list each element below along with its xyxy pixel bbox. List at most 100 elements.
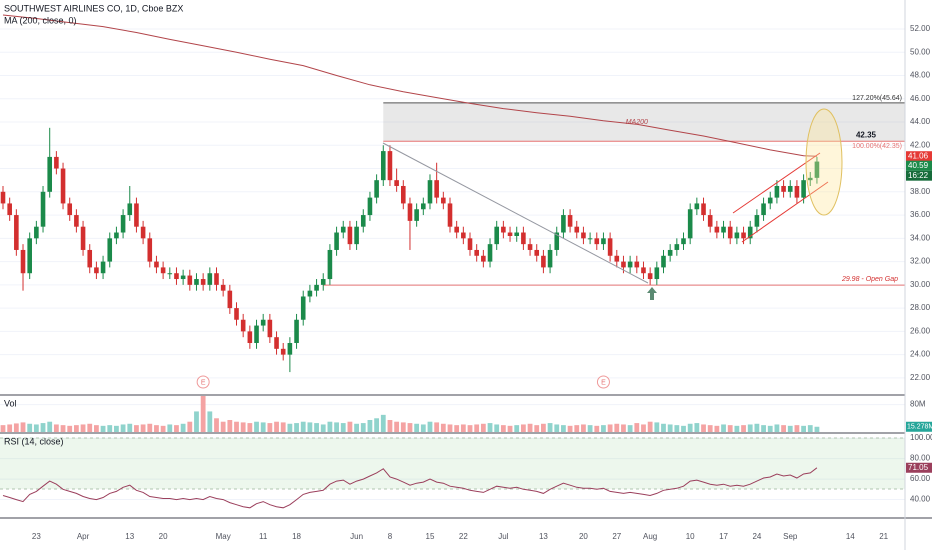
arrow-marker — [647, 287, 657, 300]
candle-body — [767, 197, 773, 204]
candle-body — [260, 319, 266, 326]
candle-body — [754, 215, 760, 227]
volume-bar — [214, 418, 219, 432]
candle-body — [400, 185, 406, 204]
y-tick-label: 52.00 — [910, 24, 931, 33]
volume-bar — [53, 424, 59, 432]
x-tick-label: Jul — [498, 532, 508, 541]
volume-bar — [7, 424, 13, 432]
x-tick-label: 8 — [388, 532, 393, 541]
volume-bar — [601, 425, 606, 432]
candle-body — [681, 238, 686, 245]
volume-bar — [434, 422, 440, 432]
x-tick-label: 15 — [426, 532, 435, 541]
ma-line — [2, 14, 817, 157]
candle-body — [587, 238, 593, 240]
volume-bar — [807, 425, 813, 432]
candle-body — [294, 319, 299, 344]
candle-body — [27, 238, 32, 274]
candle-body — [647, 273, 653, 280]
volume-bar — [627, 425, 633, 432]
candle-body — [54, 156, 59, 169]
candle-body — [0, 191, 6, 204]
y-tick-label: 28.00 — [910, 303, 931, 312]
volume-bar — [714, 425, 720, 432]
candle-body — [774, 185, 780, 198]
volume-bar — [547, 423, 553, 432]
volume-bar — [240, 422, 246, 432]
gap-label: 29.98 - Open Gap — [841, 276, 898, 283]
volume-bar — [514, 425, 520, 432]
candle-body — [220, 284, 226, 291]
x-tick-label: 20 — [579, 532, 588, 541]
x-tick-label: May — [216, 532, 231, 541]
volume-bar — [761, 425, 766, 432]
volume-bar — [13, 423, 19, 432]
volume-bar — [360, 423, 366, 432]
volume-bar — [520, 424, 526, 432]
volume-bar — [420, 424, 426, 432]
y-tick-label: 40.00 — [910, 495, 931, 504]
volume-bar — [727, 425, 733, 432]
candle-body — [247, 331, 253, 344]
volume-bar — [367, 420, 373, 432]
candle-body — [641, 267, 646, 274]
x-tick-label: Aug — [643, 532, 657, 541]
y-tick-label: 100.00 — [910, 433, 932, 442]
chart-title: SOUTHWEST AIRLINES CO, 1D, Cboe BZX — [4, 3, 183, 13]
y-tick-label: 26.00 — [910, 326, 931, 335]
candle-body — [487, 244, 493, 262]
volume-bar — [447, 424, 453, 432]
volume-bar — [747, 424, 753, 432]
candle-body — [254, 325, 259, 344]
candle-body — [7, 203, 12, 216]
volume-bar — [681, 425, 686, 432]
x-tick-label: 23 — [32, 532, 41, 541]
volume-bar — [60, 425, 66, 432]
volume-bar — [247, 423, 253, 432]
candle-body — [667, 249, 673, 256]
candle-body — [594, 238, 600, 245]
earnings-label: E — [201, 379, 206, 386]
earnings-marker — [196, 375, 210, 389]
candle-body — [367, 197, 373, 216]
volume-tag-label: 15.278M — [907, 424, 932, 431]
volume-bar — [94, 425, 99, 432]
volume-bar — [33, 424, 39, 432]
volume-bar — [20, 422, 26, 432]
rsi-band — [0, 438, 905, 489]
volume-bar — [200, 396, 206, 432]
volume-bar — [340, 423, 346, 432]
volume-bar — [594, 425, 600, 432]
volume-bar — [180, 423, 186, 432]
candle-body — [554, 232, 560, 250]
x-tick-label: 24 — [752, 532, 761, 541]
candle-body — [387, 151, 393, 181]
y-tick-label: 34.00 — [910, 233, 931, 242]
x-tick-label: 11 — [259, 532, 268, 541]
candle-body — [40, 191, 46, 227]
volume-bar — [787, 425, 793, 432]
candle-body — [761, 203, 766, 216]
x-tick-label: 14 — [846, 532, 855, 541]
volume-bar — [73, 425, 79, 432]
volume-bar — [794, 425, 800, 432]
candle-body — [240, 319, 246, 332]
candle-body — [60, 168, 66, 204]
candle-body — [114, 232, 119, 239]
candle-body — [447, 203, 453, 227]
rsi-line — [2, 467, 818, 509]
candle-body — [514, 232, 520, 236]
candle-body — [714, 226, 720, 233]
candle-body — [214, 273, 219, 285]
y-tick-label: 24.00 — [910, 350, 931, 359]
volume-bar — [0, 425, 6, 432]
candle-body — [561, 215, 566, 233]
volume-bar — [327, 421, 333, 432]
earnings-marker — [596, 375, 610, 389]
volume-bar — [607, 424, 613, 432]
volume-bar — [87, 423, 93, 432]
candle-body — [547, 249, 553, 268]
x-tick-label: 20 — [159, 532, 168, 541]
candle-body — [427, 180, 433, 204]
